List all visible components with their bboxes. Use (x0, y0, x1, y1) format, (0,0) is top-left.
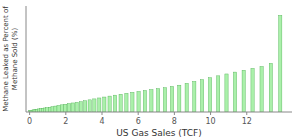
bar (57, 105, 60, 112)
bar (93, 99, 96, 112)
bar (84, 101, 87, 112)
bar (64, 104, 67, 112)
x-tick (29, 112, 30, 115)
bar (79, 102, 82, 112)
chart: 0 2 4 6 8 10 12 US Gas Sales (TCF) Methane Leake… (0, 0, 300, 140)
x-tick-label: 4 (99, 117, 104, 126)
x-tick (246, 112, 247, 115)
x-tick (65, 112, 66, 115)
bar (131, 92, 134, 112)
bar (242, 70, 245, 112)
x-tick-label: 6 (136, 117, 141, 126)
bar (71, 103, 74, 112)
bar (225, 74, 228, 112)
bar (279, 15, 282, 112)
x-tick (102, 112, 103, 115)
y-axis-label-line: Methane Sold (%) (11, 28, 19, 91)
y-axis-label: Methane Leaked as Percent ofMethane Sold… (2, 6, 19, 112)
bar (269, 63, 272, 112)
bar (125, 93, 128, 112)
bars (29, 15, 282, 112)
x-tick-label: 10 (205, 117, 215, 126)
x-tick (174, 112, 175, 115)
bar (217, 76, 220, 112)
bar (113, 95, 116, 112)
bar (163, 88, 166, 112)
x-tick-label: 8 (172, 117, 177, 126)
bar (88, 100, 91, 112)
bar (119, 94, 122, 112)
bar (67, 104, 70, 112)
bar (178, 85, 181, 112)
x-tick-label: 2 (63, 117, 68, 126)
bar (75, 102, 78, 112)
bar (108, 96, 111, 112)
bar (208, 78, 211, 112)
bar (251, 68, 254, 112)
bar (200, 80, 203, 112)
bar (233, 72, 236, 112)
bar (156, 89, 159, 112)
bar (185, 83, 188, 112)
bar (137, 91, 140, 112)
bar (260, 66, 263, 112)
x-tick-label: 0 (27, 117, 32, 126)
x-tick (138, 112, 139, 115)
bar (170, 86, 173, 112)
bar (103, 97, 106, 112)
bar (60, 105, 63, 112)
y-axis-line (26, 6, 27, 112)
bar (54, 106, 57, 112)
x-tick-label: 12 (242, 117, 252, 126)
y-axis-label-line: Methane Leaked as Percent of (2, 6, 10, 112)
bar (143, 90, 146, 112)
bar (150, 90, 153, 112)
x-tick (210, 112, 211, 115)
bar (193, 81, 196, 112)
bar (98, 98, 101, 112)
x-axis-label: US Gas Sales (TCF) (116, 128, 201, 138)
